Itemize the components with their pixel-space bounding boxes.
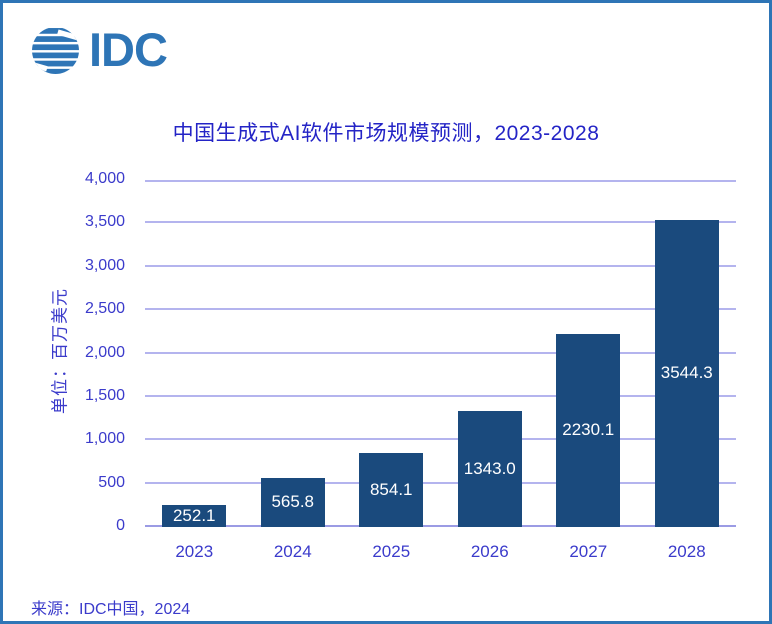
chart-title: 中国生成式AI软件市场规模预测，2023-2028 <box>172 122 600 145</box>
bar-value-label: 565.8 <box>271 492 315 512</box>
bar-2027: 2230.1 <box>556 333 621 527</box>
gridline <box>145 481 736 484</box>
idc-logo-text: IDC <box>89 23 168 76</box>
idc-logo: IDC <box>31 23 168 76</box>
bar-value-label: 252.1 <box>172 506 216 526</box>
bar-2024: 565.8 <box>260 477 325 527</box>
source-note: 来源：IDC中国，2024 <box>31 601 191 618</box>
gridline <box>145 264 736 267</box>
bar-2028: 3544.3 <box>654 219 719 527</box>
x-tick-label: 2024 <box>273 542 312 561</box>
idc-globe-icon <box>32 27 79 74</box>
gridline <box>145 394 736 397</box>
x-axis-line <box>145 525 736 527</box>
y-tick-label: 1,000 <box>84 430 125 448</box>
bar-2025: 854.1 <box>359 452 424 527</box>
plot-area: 252.1 565.8 854.1 1343.0 2230.1 3544.3 <box>145 180 736 527</box>
bar-value-label: 2230.1 <box>562 420 615 440</box>
x-tick-label: 2025 <box>372 542 411 561</box>
x-tick-label: 2026 <box>470 542 509 561</box>
bar-value-label: 3544.3 <box>660 363 713 383</box>
y-tick-label: 3,500 <box>84 213 125 231</box>
gridline <box>145 180 736 182</box>
gridline <box>145 351 736 354</box>
y-tick-label: 1,500 <box>84 386 125 404</box>
gridline <box>145 438 736 441</box>
y-tick-label: 2,000 <box>84 343 125 361</box>
y-tick-label: 4,000 <box>84 170 125 187</box>
bar-2026: 1343.0 <box>457 410 522 527</box>
x-tick-label: 2028 <box>667 542 706 561</box>
x-tick-label: 2027 <box>569 542 608 561</box>
bar-value-label: 854.1 <box>369 479 413 499</box>
y-tick-label: 3,000 <box>84 256 125 274</box>
y-tick-label: 500 <box>98 473 125 491</box>
bar-value-label: 1343.0 <box>463 458 516 478</box>
gridline <box>145 308 736 311</box>
x-tick-label: 2023 <box>175 542 214 561</box>
y-tick-label: 2,500 <box>84 300 125 318</box>
y-tick-label: 0 <box>116 517 125 534</box>
gridline <box>145 221 736 224</box>
bar-2023: 252.1 <box>162 505 227 527</box>
